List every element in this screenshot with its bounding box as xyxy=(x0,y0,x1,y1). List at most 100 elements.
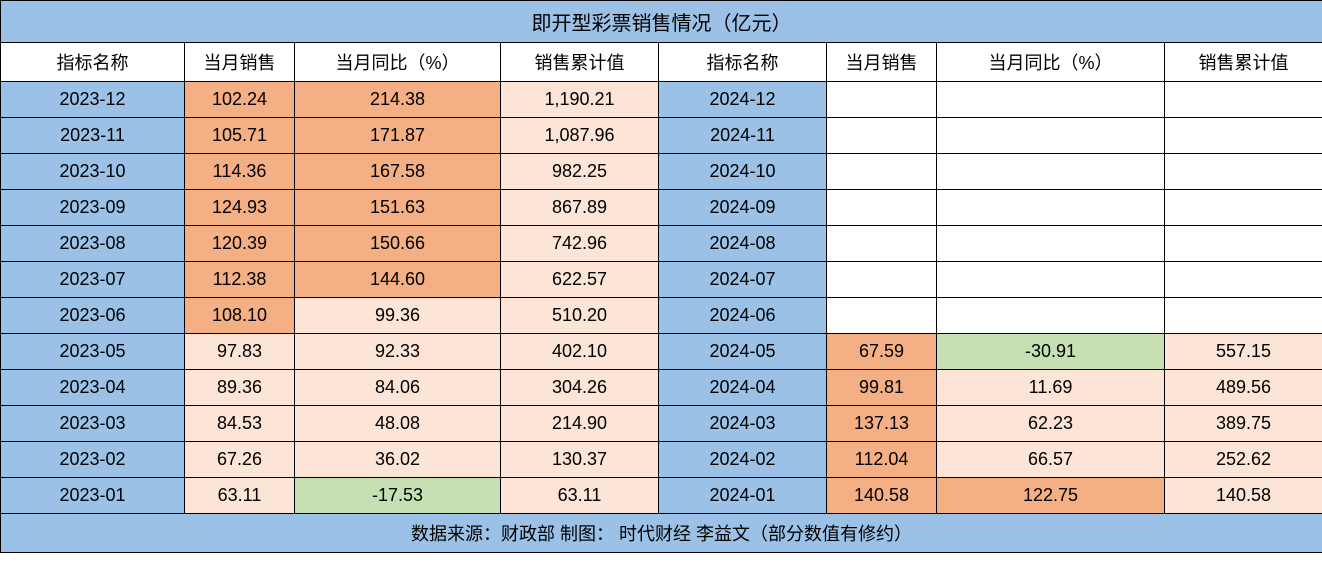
cell-right-cumulative: 389.75 xyxy=(1165,406,1322,442)
cell-right-month: 2024-08 xyxy=(659,226,827,262)
table-row: 2023-08120.39150.66742.962024-08 xyxy=(1,226,1322,262)
cell-left-cumulative: 1,087.96 xyxy=(501,118,659,154)
cell-left-month: 2023-11 xyxy=(1,118,185,154)
cell-left-cumulative: 510.20 xyxy=(501,298,659,334)
cell-right-sales xyxy=(827,298,937,334)
cell-left-sales: 84.53 xyxy=(185,406,295,442)
cell-left-sales: 102.24 xyxy=(185,82,295,118)
header-right-sales: 当月销售 xyxy=(827,43,937,82)
cell-left-month: 2023-01 xyxy=(1,478,185,514)
header-left-yoy: 当月同比（%） xyxy=(295,43,501,82)
cell-left-cumulative: 982.25 xyxy=(501,154,659,190)
cell-left-cumulative: 304.26 xyxy=(501,370,659,406)
cell-right-month: 2024-02 xyxy=(659,442,827,478)
header-left-sales: 当月销售 xyxy=(185,43,295,82)
cell-left-sales: 105.71 xyxy=(185,118,295,154)
cell-left-sales: 63.11 xyxy=(185,478,295,514)
cell-right-month: 2024-06 xyxy=(659,298,827,334)
cell-right-yoy xyxy=(937,118,1165,154)
cell-left-month: 2023-10 xyxy=(1,154,185,190)
cell-right-sales: 112.04 xyxy=(827,442,937,478)
cell-right-yoy xyxy=(937,226,1165,262)
header-row: 指标名称 当月销售 当月同比（%） 销售累计值 指标名称 当月销售 当月同比（%… xyxy=(1,43,1322,82)
cell-right-month: 2024-07 xyxy=(659,262,827,298)
table-row: 2023-0489.3684.06304.262024-0499.8111.69… xyxy=(1,370,1322,406)
cell-right-yoy: 122.75 xyxy=(937,478,1165,514)
lottery-sales-table: 即开型彩票销售情况（亿元） 指标名称 当月销售 当月同比（%） 销售累计值 指标… xyxy=(0,0,1322,553)
cell-left-yoy: 150.66 xyxy=(295,226,501,262)
cell-right-yoy: -30.91 xyxy=(937,334,1165,370)
cell-left-sales: 120.39 xyxy=(185,226,295,262)
cell-left-month: 2023-06 xyxy=(1,298,185,334)
cell-left-yoy: 144.60 xyxy=(295,262,501,298)
cell-left-cumulative: 622.57 xyxy=(501,262,659,298)
cell-right-sales: 67.59 xyxy=(827,334,937,370)
cell-right-sales xyxy=(827,226,937,262)
table-row: 2023-10114.36167.58982.252024-10 xyxy=(1,154,1322,190)
cell-left-sales: 114.36 xyxy=(185,154,295,190)
cell-left-yoy: 167.58 xyxy=(295,154,501,190)
cell-right-sales: 99.81 xyxy=(827,370,937,406)
cell-left-month: 2023-04 xyxy=(1,370,185,406)
cell-right-month: 2024-04 xyxy=(659,370,827,406)
cell-right-cumulative: 140.58 xyxy=(1165,478,1322,514)
cell-right-sales xyxy=(827,118,937,154)
cell-left-cumulative: 867.89 xyxy=(501,190,659,226)
cell-left-yoy: 171.87 xyxy=(295,118,501,154)
cell-left-yoy: 92.33 xyxy=(295,334,501,370)
cell-left-yoy: 214.38 xyxy=(295,82,501,118)
cell-left-yoy: 84.06 xyxy=(295,370,501,406)
cell-right-cumulative: 557.15 xyxy=(1165,334,1322,370)
cell-right-cumulative xyxy=(1165,154,1322,190)
header-left-cumulative: 销售累计值 xyxy=(501,43,659,82)
cell-right-sales xyxy=(827,262,937,298)
table-row: 2023-0597.8392.33402.102024-0567.59-30.9… xyxy=(1,334,1322,370)
table-row: 2023-09124.93151.63867.892024-09 xyxy=(1,190,1322,226)
cell-right-sales: 137.13 xyxy=(827,406,937,442)
cell-right-yoy xyxy=(937,82,1165,118)
cell-right-cumulative: 489.56 xyxy=(1165,370,1322,406)
header-right-cumulative: 销售累计值 xyxy=(1165,43,1322,82)
cell-right-cumulative: 252.62 xyxy=(1165,442,1322,478)
cell-right-cumulative xyxy=(1165,118,1322,154)
cell-right-yoy: 11.69 xyxy=(937,370,1165,406)
cell-left-month: 2023-08 xyxy=(1,226,185,262)
lottery-sales-table-container: 即开型彩票销售情况（亿元） 指标名称 当月销售 当月同比（%） 销售累计值 指标… xyxy=(0,0,1322,553)
cell-right-sales xyxy=(827,154,937,190)
table-row: 2023-11105.71171.871,087.962024-11 xyxy=(1,118,1322,154)
table-row: 2023-0384.5348.08214.902024-03137.1362.2… xyxy=(1,406,1322,442)
cell-left-cumulative: 1,190.21 xyxy=(501,82,659,118)
cell-left-yoy: 36.02 xyxy=(295,442,501,478)
cell-left-sales: 124.93 xyxy=(185,190,295,226)
table-row: 2023-0163.11-17.5363.112024-01140.58122.… xyxy=(1,478,1322,514)
title-row: 即开型彩票销售情况（亿元） xyxy=(1,1,1322,43)
cell-left-month: 2023-07 xyxy=(1,262,185,298)
cell-left-sales: 67.26 xyxy=(185,442,295,478)
cell-right-yoy xyxy=(937,154,1165,190)
cell-right-cumulative xyxy=(1165,82,1322,118)
cell-left-cumulative: 742.96 xyxy=(501,226,659,262)
header-right-yoy: 当月同比（%） xyxy=(937,43,1165,82)
footer-row: 数据来源：财政部 制图： 时代财经 李益文（部分数值有修约） xyxy=(1,514,1322,553)
cell-right-month: 2024-12 xyxy=(659,82,827,118)
table-row: 2023-06108.1099.36510.202024-06 xyxy=(1,298,1322,334)
cell-right-cumulative xyxy=(1165,262,1322,298)
cell-left-month: 2023-12 xyxy=(1,82,185,118)
cell-left-sales: 108.10 xyxy=(185,298,295,334)
footer-text: 数据来源：财政部 制图： 时代财经 李益文（部分数值有修约） xyxy=(1,514,1322,553)
cell-left-cumulative: 214.90 xyxy=(501,406,659,442)
table-row: 2023-07112.38144.60622.572024-07 xyxy=(1,262,1322,298)
cell-left-month: 2023-09 xyxy=(1,190,185,226)
cell-left-cumulative: 63.11 xyxy=(501,478,659,514)
cell-left-yoy: 48.08 xyxy=(295,406,501,442)
cell-left-sales: 89.36 xyxy=(185,370,295,406)
header-right-month: 指标名称 xyxy=(659,43,827,82)
cell-right-yoy: 66.57 xyxy=(937,442,1165,478)
cell-left-sales: 112.38 xyxy=(185,262,295,298)
cell-right-sales xyxy=(827,82,937,118)
cell-left-yoy: 151.63 xyxy=(295,190,501,226)
cell-right-month: 2024-09 xyxy=(659,190,827,226)
table-title: 即开型彩票销售情况（亿元） xyxy=(1,1,1322,43)
cell-right-sales xyxy=(827,190,937,226)
cell-left-cumulative: 402.10 xyxy=(501,334,659,370)
